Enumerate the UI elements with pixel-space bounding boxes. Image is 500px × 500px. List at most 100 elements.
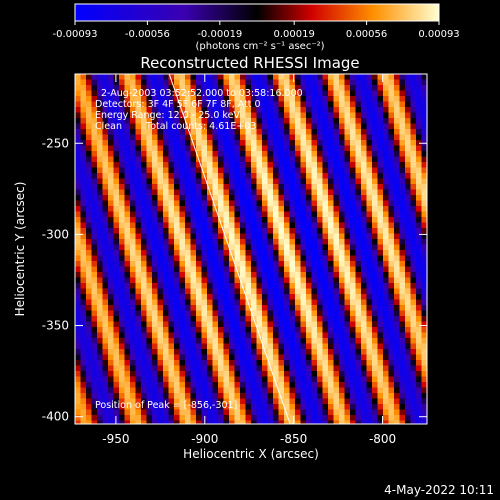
heatmap-cell	[119, 327, 125, 333]
heatmap-cell	[295, 134, 301, 141]
heatmap-cell	[394, 184, 400, 190]
heatmap-cell	[108, 85, 114, 91]
heatmap-cell	[350, 79, 356, 86]
heatmap-cell	[317, 200, 323, 207]
heatmap-cell	[190, 184, 197, 190]
heatmap-cell	[267, 167, 274, 174]
heatmap-cell	[229, 316, 235, 322]
heatmap-cell	[108, 332, 114, 339]
heatmap-cell	[201, 365, 208, 372]
heatmap-cell	[273, 376, 279, 383]
heatmap-cell	[262, 96, 268, 102]
heatmap-cell	[295, 151, 301, 157]
heatmap-cell	[157, 79, 164, 86]
heatmap-cell	[405, 266, 411, 273]
heatmap-cell	[372, 338, 378, 344]
heatmap-cell	[245, 376, 252, 383]
heatmap-cell	[174, 420, 180, 424]
heatmap-cell	[344, 222, 351, 229]
heatmap-cell	[350, 178, 356, 185]
heatmap-cell	[350, 217, 356, 223]
heatmap-cell	[267, 195, 274, 201]
heatmap-cell	[130, 178, 136, 185]
heatmap-cell	[146, 217, 153, 223]
heatmap-cell	[410, 156, 417, 163]
heatmap-cell	[86, 206, 92, 212]
heatmap-cell	[97, 415, 103, 421]
heatmap-cell	[394, 189, 400, 196]
heatmap-cell	[102, 343, 109, 350]
heatmap-cell	[306, 277, 312, 284]
heatmap-cell	[234, 393, 241, 399]
heatmap-cell	[146, 79, 153, 86]
heatmap-cell	[190, 255, 197, 262]
heatmap-cell	[300, 222, 307, 229]
heatmap-cell	[207, 90, 213, 97]
heatmap-cell	[141, 255, 147, 262]
heatmap-cell	[218, 195, 224, 201]
heatmap-cell	[174, 266, 180, 273]
heatmap-cell	[262, 354, 268, 361]
heatmap-cell	[201, 189, 208, 196]
heatmap-cell	[267, 382, 274, 388]
heatmap-cell	[284, 206, 290, 212]
limb-line	[168, 74, 291, 424]
heatmap-cell	[251, 266, 257, 273]
heatmap-cell	[366, 206, 373, 212]
heatmap-cell	[119, 398, 125, 405]
heatmap-cell	[372, 371, 378, 377]
heatmap-cell	[278, 178, 285, 185]
heatmap-cell	[399, 283, 406, 289]
heatmap-cell	[344, 299, 351, 306]
heatmap-cell	[333, 173, 340, 179]
heatmap-cell	[306, 107, 312, 113]
heatmap-cell	[113, 173, 120, 179]
footer-date: 4-May-2022 10:11	[384, 483, 494, 497]
heatmap-cell	[86, 112, 92, 119]
heatmap-cell	[113, 404, 120, 410]
heatmap-cell	[75, 393, 81, 399]
heatmap-cell	[311, 404, 318, 410]
heatmap-cell	[179, 371, 186, 377]
heatmap-cell	[135, 349, 142, 355]
heatmap-cell	[416, 162, 422, 168]
heatmap-cell	[212, 233, 219, 240]
heatmap-cell	[267, 294, 274, 300]
heatmap-cell	[91, 244, 98, 251]
heatmap-cell	[410, 332, 417, 339]
y-tick-label: -400	[42, 410, 69, 424]
heatmap-cell	[124, 266, 131, 273]
heatmap-cell	[91, 327, 98, 333]
heatmap-cell	[405, 371, 411, 377]
heatmap-cell	[256, 101, 263, 108]
heatmap-cell	[278, 167, 285, 174]
heatmap-cell	[372, 90, 378, 97]
heatmap-cell	[339, 107, 345, 113]
heatmap-cell	[355, 145, 362, 152]
heatmap-cell	[251, 261, 257, 267]
heatmap-cell	[212, 398, 219, 405]
heatmap-cell	[328, 90, 334, 97]
heatmap-cell	[91, 228, 98, 234]
heatmap-cell	[394, 145, 400, 152]
heatmap-cell	[86, 316, 92, 322]
heatmap-cell	[361, 277, 367, 284]
heatmap-cell	[372, 101, 378, 108]
heatmap-cell	[141, 338, 147, 344]
heatmap-cell	[135, 398, 142, 405]
heatmap-cell	[229, 228, 235, 234]
heatmap-cell	[306, 393, 312, 399]
heatmap-cell	[174, 376, 180, 383]
heatmap-cell	[212, 101, 219, 108]
heatmap-cell	[124, 338, 131, 344]
heatmap-cell	[146, 123, 153, 130]
heatmap-cell	[372, 349, 378, 355]
heatmap-cell	[372, 211, 378, 218]
heatmap-cell	[141, 228, 147, 234]
heatmap-cell	[86, 321, 92, 328]
heatmap-cell	[113, 288, 120, 295]
heatmap-cell	[284, 123, 290, 130]
heatmap-cell	[80, 398, 87, 405]
heatmap-cell	[377, 283, 384, 289]
heatmap-cell	[416, 145, 422, 152]
